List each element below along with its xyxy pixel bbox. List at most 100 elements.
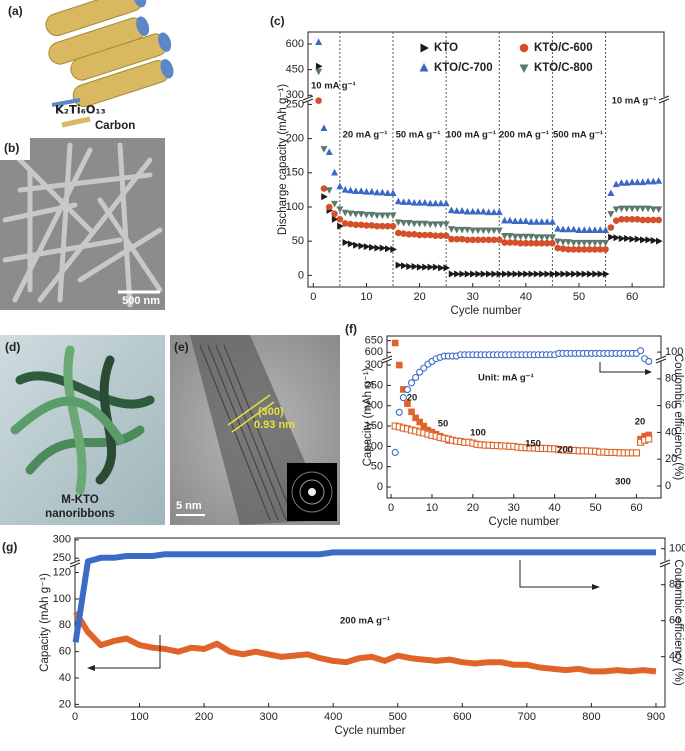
- point: [470, 270, 477, 278]
- y-tick-label: 0: [298, 269, 304, 281]
- point: [399, 394, 407, 402]
- point: [495, 208, 503, 216]
- point: [422, 263, 429, 271]
- plot-frame: [386, 335, 662, 499]
- point: [410, 198, 418, 206]
- point: [405, 220, 413, 227]
- point: [421, 220, 429, 228]
- point: [442, 199, 450, 207]
- nanotube-illustration: [45, 0, 174, 128]
- point: [564, 239, 572, 246]
- point: [565, 270, 573, 278]
- x-tick-label: 500: [389, 711, 407, 723]
- scale-label: 5 nm: [176, 500, 202, 512]
- point: [533, 270, 541, 278]
- sem-texture: [2, 142, 163, 308]
- point: [613, 234, 621, 242]
- point: [591, 239, 599, 247]
- saed-ring: [299, 479, 325, 505]
- x-tick-label: 100: [130, 711, 148, 723]
- rate-annotation: 200 mA g⁻¹: [499, 130, 549, 141]
- point: [522, 233, 530, 241]
- point: [639, 178, 647, 186]
- point: [608, 233, 615, 241]
- point: [442, 232, 450, 240]
- rate-annotation: 300: [615, 477, 631, 488]
- point: [391, 339, 399, 347]
- point: [640, 236, 647, 244]
- rate-annotation: 200 mA g⁻¹: [340, 616, 390, 627]
- point: [325, 187, 333, 194]
- axis-break: [381, 358, 393, 364]
- y-axis-title: Capacity (mAh g⁻¹): [362, 367, 374, 466]
- legend-label: K₂Ti₆O₁₃: [55, 103, 106, 117]
- panel-label: (d): [5, 340, 20, 354]
- point: [639, 205, 647, 213]
- panel-label: (f): [345, 322, 357, 336]
- point: [628, 178, 636, 186]
- point: [403, 386, 411, 394]
- x-tick-label: 900: [647, 711, 665, 723]
- point: [570, 270, 578, 278]
- point: [559, 225, 567, 233]
- y-tick-label: 150: [286, 167, 304, 179]
- y2-tick-label: 0: [665, 480, 671, 492]
- point: [454, 270, 461, 278]
- point: [617, 179, 625, 186]
- rate-annotation: 10 mA g⁻¹: [612, 96, 657, 107]
- y-tick-label: 200: [286, 133, 304, 145]
- point: [586, 239, 594, 247]
- axis-break: [383, 357, 391, 361]
- point: [485, 208, 493, 216]
- point: [655, 177, 663, 184]
- point: [644, 205, 652, 213]
- point: [368, 188, 376, 195]
- x-tick-label: 300: [259, 711, 277, 723]
- point: [490, 208, 498, 216]
- point: [320, 124, 328, 132]
- point: [549, 270, 557, 278]
- point: [517, 217, 525, 225]
- point: [389, 222, 397, 230]
- point: [634, 235, 642, 243]
- point: [432, 263, 440, 271]
- y2-axis-title: Coulombic efficiency (%): [672, 559, 684, 686]
- point: [538, 218, 546, 225]
- point: [491, 270, 498, 278]
- spacing-marker: [227, 394, 275, 433]
- point: [645, 357, 653, 365]
- point: [410, 220, 418, 228]
- point: [501, 233, 509, 240]
- arrow-head: [645, 369, 652, 375]
- point: [586, 226, 594, 233]
- point: [458, 207, 466, 214]
- point: [485, 270, 493, 278]
- x-tick-label: 0: [72, 711, 78, 723]
- point: [475, 270, 482, 278]
- scale-label: 500 nm: [122, 295, 160, 307]
- point: [390, 245, 397, 253]
- point: [384, 212, 392, 220]
- x-tick-label: 40: [520, 291, 532, 303]
- point: [453, 207, 461, 214]
- y2-tick-label: 40: [669, 651, 681, 663]
- point: [559, 239, 567, 246]
- point: [650, 237, 658, 244]
- y2-tick-label: 80: [665, 373, 677, 385]
- point: [527, 233, 535, 241]
- axis-break: [658, 98, 670, 104]
- point: [474, 227, 482, 235]
- point: [602, 270, 610, 278]
- point: [357, 211, 365, 218]
- x-tick-label: 60: [626, 291, 638, 303]
- point: [655, 237, 663, 245]
- y-tick-label: 40: [59, 672, 71, 684]
- point: [394, 197, 402, 205]
- point: [581, 270, 589, 278]
- caption: M-KTO: [61, 494, 99, 506]
- y-tick-label: 100: [365, 440, 383, 452]
- point: [458, 226, 466, 234]
- point: [406, 262, 413, 270]
- point: [596, 239, 604, 247]
